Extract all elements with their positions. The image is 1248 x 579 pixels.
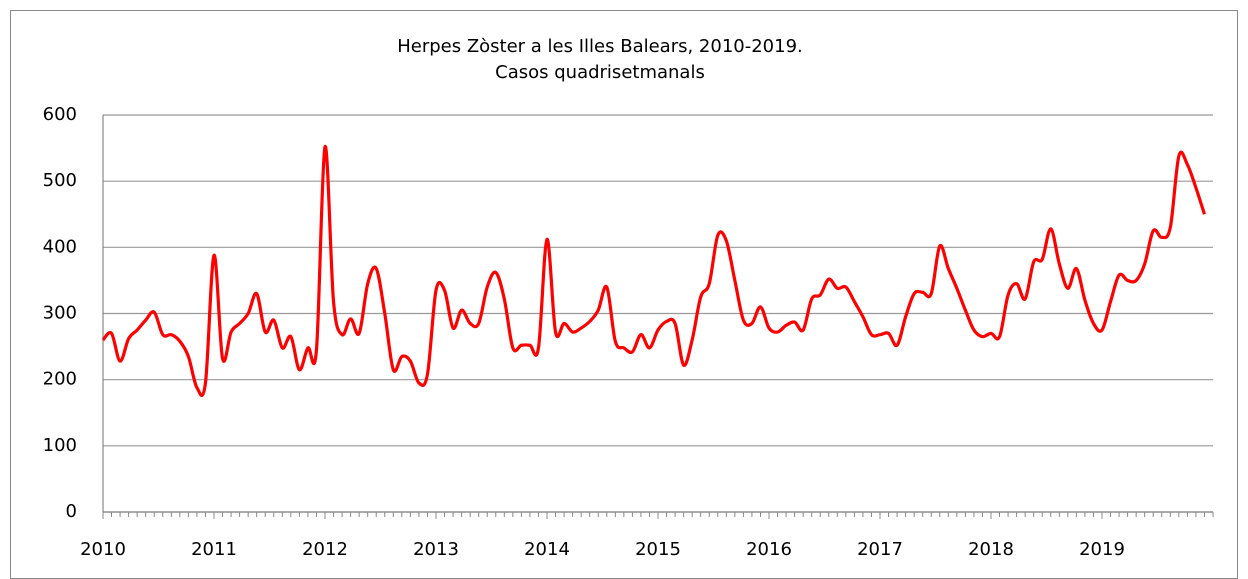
y-tick-label: 400: [43, 236, 77, 257]
chart-title: Herpes Zòster a les Illes Balears, 2010-…: [397, 36, 803, 57]
x-tick-label: 2019: [1079, 539, 1125, 560]
y-tick-label: 200: [43, 369, 77, 390]
x-tick-label: 2014: [524, 539, 570, 560]
x-tick-label: 2015: [635, 539, 681, 560]
x-tick-label: 2012: [302, 539, 348, 560]
y-tick-label: 500: [43, 170, 77, 191]
y-tick-label: 100: [43, 435, 77, 456]
x-tick-label: 2011: [191, 539, 237, 560]
y-tick-label: 300: [43, 303, 77, 324]
y-tick-label: 600: [43, 104, 77, 125]
x-tick-label: 2010: [80, 539, 126, 560]
x-tick-label: 2013: [413, 539, 459, 560]
line-series: [101, 145, 1206, 397]
chart-frame: [10, 10, 1238, 579]
y-tick-label: 0: [66, 501, 77, 522]
chart-subtitle: Casos quadrisetmanals: [495, 62, 705, 83]
x-tick-label: 2016: [746, 539, 792, 560]
x-tick-label: 2018: [968, 539, 1014, 560]
x-tick-label: 2017: [857, 539, 903, 560]
